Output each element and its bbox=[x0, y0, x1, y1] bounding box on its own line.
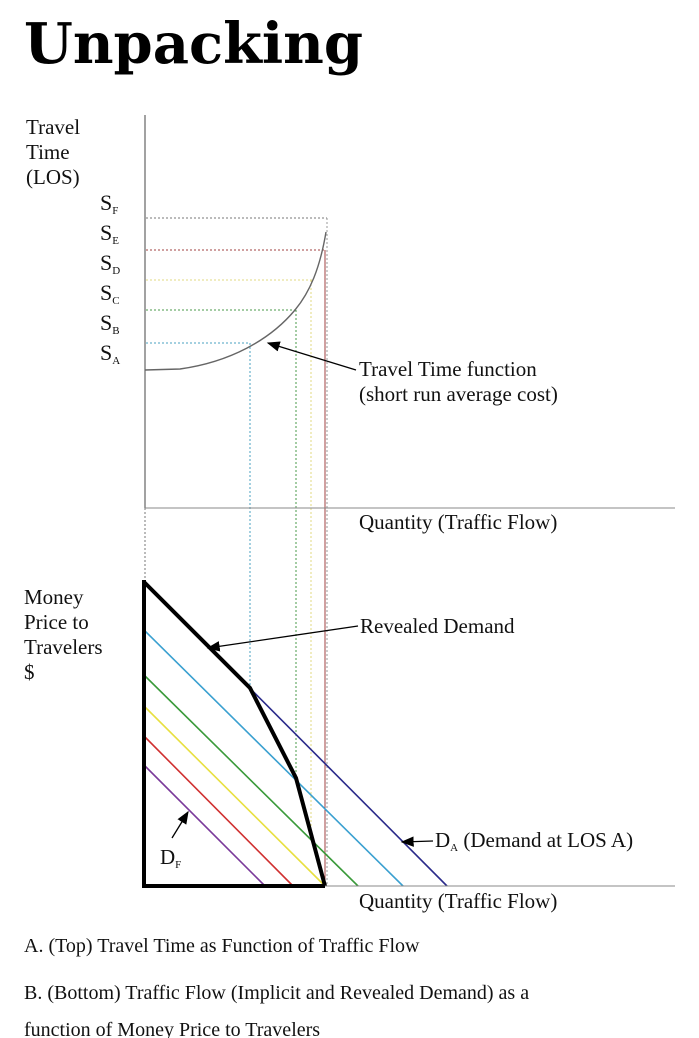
caption-b: B. (Bottom) Traffic Flow (Implicit and R… bbox=[24, 982, 529, 1004]
level-label-a: SA bbox=[100, 340, 120, 367]
df-label: DF bbox=[160, 845, 181, 871]
guide-lines bbox=[144, 217, 328, 886]
level-labels: SF SE SD SC SB SA bbox=[100, 190, 120, 367]
travel-time-curve bbox=[144, 231, 327, 371]
df-arrow bbox=[171, 810, 189, 839]
top-y-label: Travel Time (LOS) bbox=[26, 115, 85, 189]
da-arrow bbox=[400, 836, 434, 847]
caption-b-continued: function of Money Price to Travelers bbox=[24, 1019, 320, 1038]
curve-label: Travel Time function (short run average … bbox=[359, 357, 558, 406]
top-x-label: Quantity (Traffic Flow) bbox=[359, 510, 557, 534]
demand-f-line bbox=[143, 764, 266, 887]
revealed-label: Revealed Demand bbox=[360, 614, 515, 638]
revealed-arrow bbox=[206, 625, 359, 652]
level-label-d: SD bbox=[100, 250, 120, 277]
top-chart: Travel Time (LOS) SF SE SD SC SB SA bbox=[26, 115, 675, 886]
caption-a: A. (Top) Travel Time as Function of Traf… bbox=[24, 935, 420, 957]
demand-d-line bbox=[143, 705, 326, 887]
revealed-demand-curve bbox=[142, 580, 327, 887]
level-label-f: SF bbox=[100, 190, 118, 217]
bottom-chart: Money Price to Travelers $ Revealed Dema… bbox=[24, 580, 675, 913]
level-label-e: SE bbox=[100, 220, 119, 247]
bottom-x-label: Quantity (Traffic Flow) bbox=[359, 889, 557, 913]
demand-e-line bbox=[143, 735, 294, 887]
curve-arrow bbox=[266, 341, 357, 371]
demand-c-line bbox=[143, 674, 359, 887]
bottom-y-label: Money Price to Travelers $ bbox=[24, 585, 108, 684]
level-label-b: SB bbox=[100, 310, 120, 337]
level-label-c: SC bbox=[100, 280, 120, 307]
page-title: Unpacking bbox=[24, 11, 364, 77]
da-label: DA (Demand at LOS A) bbox=[435, 828, 633, 854]
demand-b-line bbox=[143, 629, 404, 887]
